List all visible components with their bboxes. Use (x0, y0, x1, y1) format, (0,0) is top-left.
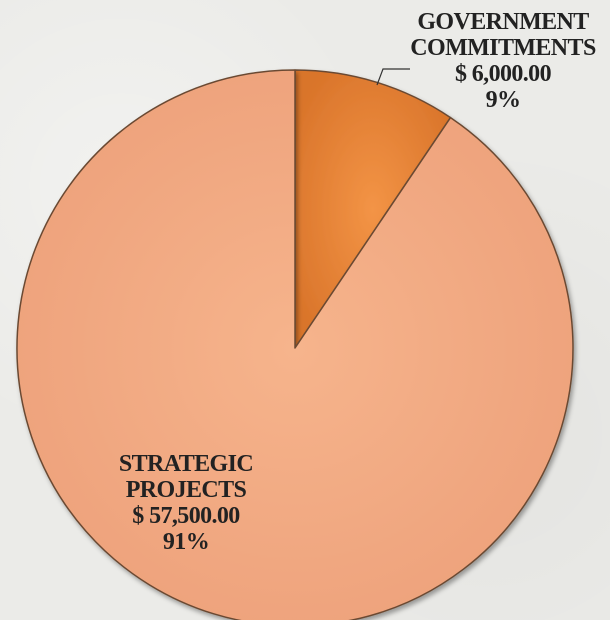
slice-category-line: GOVERNMENT (417, 9, 589, 35)
slice-value-label: $ 57,500.00 (132, 503, 240, 529)
slice-percent-label: 91% (162, 529, 210, 555)
slice-category-line: COMMITMENTS (410, 35, 596, 61)
leader-line (376, 68, 410, 86)
pie-slice-government-commitments (294, 69, 452, 349)
slice-label-strategic-projects: STRATEGIC PROJECTS $ 57,500.00 91% (101, 451, 271, 555)
pie-slices (16, 69, 574, 620)
pie-slice-strategic-projects (16, 69, 574, 620)
slice-category-line: PROJECTS (125, 477, 247, 503)
slice-percent-label: 9% (485, 87, 521, 113)
slice-category-line: STRATEGIC (118, 451, 254, 477)
slice-label-government-commitments: GOVERNMENT COMMITMENTS $ 6,000.00 9% (408, 9, 598, 113)
slice-value-label: $ 6,000.00 (454, 61, 552, 87)
